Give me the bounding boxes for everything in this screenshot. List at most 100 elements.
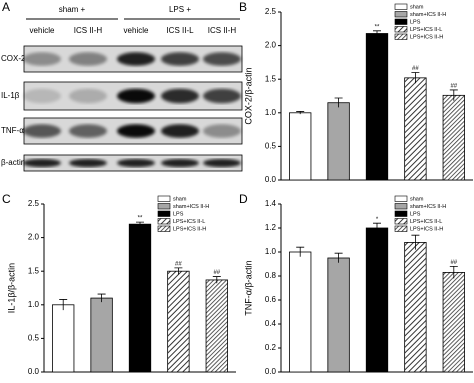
- significance: ##: [450, 260, 457, 266]
- significance: ##: [213, 270, 220, 276]
- y-tick-label: 1.0: [265, 108, 277, 117]
- legend-swatch: [394, 3, 408, 10]
- blot-band: [23, 88, 61, 104]
- y-tick-label: 0.6: [265, 295, 277, 304]
- y-tick-label: 2.5: [265, 7, 277, 16]
- blot-band: [69, 124, 107, 138]
- bar: [289, 112, 312, 181]
- error-bar: [449, 89, 458, 101]
- group-label: LPS +: [169, 5, 191, 14]
- blot-band: [117, 88, 155, 104]
- panel-label: A: [2, 0, 10, 14]
- error-bar: [411, 234, 420, 250]
- legend-label: LPS+ICS II-H: [410, 226, 443, 232]
- blot-band: [161, 88, 199, 104]
- legend-label: LPS+ICS II-L: [173, 219, 205, 225]
- error-bar: [334, 252, 343, 263]
- bar: [442, 94, 465, 181]
- y-tick-label: 2.5: [28, 199, 40, 208]
- blot-band: [161, 52, 199, 66]
- y-tick-label: 2.0: [28, 233, 40, 242]
- legend-label: sham: [173, 196, 187, 202]
- legend-label: sham+ICS II-H: [173, 204, 209, 210]
- error-bar: [59, 299, 68, 311]
- blot-band: [69, 88, 107, 104]
- lane-label: vehicle: [30, 26, 55, 35]
- significance: *: [376, 217, 379, 223]
- y-tick-label: 0.4: [265, 319, 277, 328]
- lane-label: vehicle: [124, 26, 149, 35]
- legend-swatch: [157, 218, 171, 225]
- error-bar: [296, 111, 305, 115]
- blot-band: [23, 124, 61, 138]
- legend-label: LPS+ICS II-H: [410, 34, 443, 40]
- bar: [365, 227, 389, 373]
- bar: [167, 270, 190, 373]
- legend-swatch: [394, 203, 408, 210]
- error-bar: [334, 97, 343, 108]
- y-tick-label: 0.0: [28, 367, 40, 376]
- panel-label: C: [2, 192, 11, 206]
- blot-band: [117, 52, 155, 66]
- error-bar: [411, 72, 420, 84]
- bar: [205, 279, 228, 373]
- chart: B COX-2/β-actin 0.0 0.5 1.0 1.5 2.0 2.5 ** ## ## sh…: [239, 0, 473, 184]
- legend-label: LPS: [173, 211, 184, 217]
- error-bar: [373, 222, 381, 233]
- legend-swatch: [394, 26, 408, 33]
- legend-swatch: [394, 18, 408, 25]
- blot-band: [203, 124, 241, 138]
- y-axis-label: IL-1β/β-actin: [6, 263, 16, 313]
- legend-swatch: [394, 33, 408, 40]
- y-tick-label: 1.5: [265, 74, 277, 83]
- group-label: sham +: [59, 5, 86, 14]
- legend-label: LPS+ICS II-H: [173, 226, 206, 232]
- significance: ##: [175, 261, 182, 267]
- legend-swatch: [394, 195, 408, 202]
- blot-band: [161, 124, 199, 138]
- error-bar: [212, 276, 221, 284]
- error-bar: [136, 221, 144, 227]
- y-tick-label: 1.0: [28, 300, 40, 309]
- panel-label: D: [239, 192, 248, 206]
- y-tick-label: 0.5: [28, 334, 40, 343]
- lane-label: ICS II-L: [166, 26, 194, 35]
- lane-label: ICS II-H: [74, 26, 103, 35]
- y-axis-label: COX-2/β-actin: [243, 67, 253, 124]
- bar: [442, 272, 465, 373]
- blot-band: [161, 158, 199, 168]
- y-tick-label: 1.0: [265, 247, 277, 256]
- legend-swatch: [157, 225, 171, 232]
- y-tick-label: 0.0: [265, 175, 277, 184]
- legend-swatch: [394, 210, 408, 217]
- bar: [327, 257, 350, 373]
- legend-label: LPS: [410, 19, 421, 25]
- legend-label: LPS: [410, 211, 421, 217]
- bar: [52, 304, 75, 373]
- bar: [128, 223, 152, 373]
- legend-label: sham+ICS II-H: [410, 204, 446, 210]
- bar: [289, 251, 312, 373]
- blot-band: [203, 88, 241, 104]
- y-tick-label: 1.2: [265, 223, 277, 232]
- row-label: TNF-α: [1, 126, 24, 135]
- error-bar: [296, 246, 305, 257]
- bar: [90, 297, 113, 373]
- y-tick-label: 0.8: [265, 271, 277, 280]
- bar: [404, 77, 427, 181]
- blot-band: [203, 52, 241, 66]
- bar: [365, 33, 389, 181]
- blot-panel: A sham + LPS + vehicle ICS II-H vehicle ICS…: [1, 0, 243, 172]
- legend-swatch: [394, 225, 408, 232]
- error-bar: [449, 266, 458, 279]
- y-axis-label: TNF-α/β-actin: [243, 260, 253, 315]
- legend-label: LPS+ICS II-L: [410, 27, 442, 33]
- error-bar: [373, 30, 381, 37]
- blot-band: [203, 158, 241, 168]
- blot-band: [69, 158, 107, 168]
- y-tick-label: 0.5: [265, 142, 277, 151]
- legend-swatch: [157, 203, 171, 210]
- row-label: COX-2: [1, 54, 26, 63]
- legend-swatch: [157, 195, 171, 202]
